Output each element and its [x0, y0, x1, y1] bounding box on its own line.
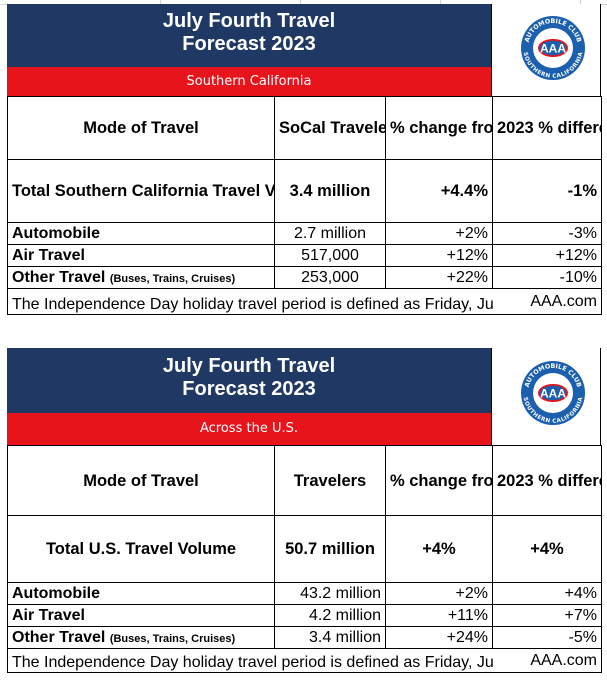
table-row: Other Travel (Buses, Trains, Cruises) 25… — [7, 266, 602, 289]
travelers-value: 4.2 million — [274, 604, 386, 627]
travelers-value: 517,000 — [274, 244, 386, 267]
title-line-2: Forecast 2023 — [182, 33, 316, 55]
logo-center-text: AAA — [540, 386, 566, 400]
panel-header: July Fourth Travel Forecast 2023 — [7, 348, 491, 413]
logo-center-text: AAA — [540, 41, 566, 55]
total-travelers: 50.7 million — [274, 515, 386, 583]
panel-header: July Fourth Travel Forecast 2023 — [7, 4, 491, 67]
total-diff-2019: -1% — [492, 159, 602, 223]
mode-label: Air Travel — [7, 604, 275, 627]
diff-2019-value: +12% — [492, 244, 602, 267]
diff-2019-value: +7% — [492, 604, 602, 627]
us-forecast-panel: July Fourth Travel Forecast 2023 Across … — [7, 348, 602, 676]
aaa-logo: AUTOMOBILE CLUB SOUTHERN CALIFORNIA AAA — [521, 16, 585, 80]
total-change-2022: +4.4% — [385, 159, 493, 223]
travelers-value: 43.2 million — [274, 582, 386, 605]
travelers-value: 253,000 — [274, 266, 386, 289]
change-2022-value: +12% — [385, 244, 493, 267]
diff-2019-value: -3% — [492, 222, 602, 245]
travelers-value: 2.7 million — [274, 222, 386, 245]
mode-label: Air Travel — [7, 244, 275, 267]
socal-forecast-panel: July Fourth Travel Forecast 2023 Souther… — [7, 4, 602, 329]
site-link[interactable]: AAA.com — [492, 288, 602, 315]
change-2022-value: +24% — [385, 626, 493, 649]
logo-cell: AUTOMOBILE CLUB SOUTHERN CALIFORNIA AAA — [491, 4, 601, 96]
table-row: Air Travel 4.2 million +11% +7% — [7, 604, 602, 627]
mode-label: Automobile — [7, 582, 275, 605]
title-line-1: July Fourth Travel — [162, 355, 336, 377]
title-line-2: Forecast 2023 — [182, 378, 316, 400]
column-header: Travelers — [274, 445, 386, 516]
total-row: Total Southern California Travel Volume … — [7, 159, 602, 223]
column-header: Mode of Travel — [7, 445, 275, 516]
region-banner: Southern California — [7, 67, 491, 96]
mode-label: Automobile — [7, 222, 275, 245]
region-banner: Across the U.S. — [7, 413, 491, 445]
footnote: The Independence Day holiday travel peri… — [7, 288, 493, 315]
aaa-logo: AUTOMOBILE CLUB SOUTHERN CALIFORNIA AAA — [521, 361, 585, 425]
mode-label: Other Travel (Buses, Trains, Cruises) — [7, 266, 275, 289]
change-2022-value: +2% — [385, 582, 493, 605]
total-row: Total U.S. Travel Volume 50.7 million +4… — [7, 515, 602, 583]
total-change-2022: +4% — [385, 515, 493, 583]
column-header: 2023 % difference from 2019 — [492, 445, 602, 516]
column-header: SoCal Travelers — [274, 96, 386, 160]
total-travelers: 3.4 million — [274, 159, 386, 223]
forecast-table: Mode of Travel Travelers % change from 2… — [7, 445, 602, 673]
total-label: Total U.S. Travel Volume — [7, 515, 275, 583]
change-2022-value: +11% — [385, 604, 493, 627]
change-2022-value: +22% — [385, 266, 493, 289]
column-header: 2023 % difference from 2019 — [492, 96, 602, 160]
footnote-row: The Independence Day holiday travel peri… — [7, 288, 602, 315]
table-header-row: Mode of Travel SoCal Travelers % change … — [7, 96, 602, 160]
total-diff-2019: +4% — [492, 515, 602, 583]
table-row: Automobile 2.7 million +2% -3% — [7, 222, 602, 245]
table-row: Other Travel (Buses, Trains, Cruises) 3.… — [7, 626, 602, 649]
diff-2019-value: -5% — [492, 626, 602, 649]
travelers-value: 3.4 million — [274, 626, 386, 649]
mode-note: (Buses, Trains, Cruises) — [109, 632, 236, 645]
footnote-row: The Independence Day holiday travel peri… — [7, 648, 602, 673]
total-label: Total Southern California Travel Volume — [7, 159, 275, 223]
column-header: % change from 2022 — [385, 445, 493, 516]
table-row: Air Travel 517,000 +12% +12% — [7, 244, 602, 267]
change-2022-value: +2% — [385, 222, 493, 245]
table-row: Automobile 43.2 million +2% +4% — [7, 582, 602, 605]
diff-2019-value: +4% — [492, 582, 602, 605]
diff-2019-value: -10% — [492, 266, 602, 289]
site-link[interactable]: AAA.com — [492, 648, 602, 673]
mode-label: Other Travel (Buses, Trains, Cruises) — [7, 626, 275, 649]
logo-cell: AUTOMOBILE CLUB SOUTHERN CALIFORNIA AAA — [491, 348, 601, 445]
mode-note: (Buses, Trains, Cruises) — [109, 272, 236, 285]
footnote: The Independence Day holiday travel peri… — [7, 648, 493, 673]
table-header-row: Mode of Travel Travelers % change from 2… — [7, 445, 602, 516]
title-line-1: July Fourth Travel — [162, 10, 336, 32]
column-header: % change from 2022 — [385, 96, 493, 160]
column-header: Mode of Travel — [7, 96, 275, 160]
forecast-table: Mode of Travel SoCal Travelers % change … — [7, 96, 602, 315]
